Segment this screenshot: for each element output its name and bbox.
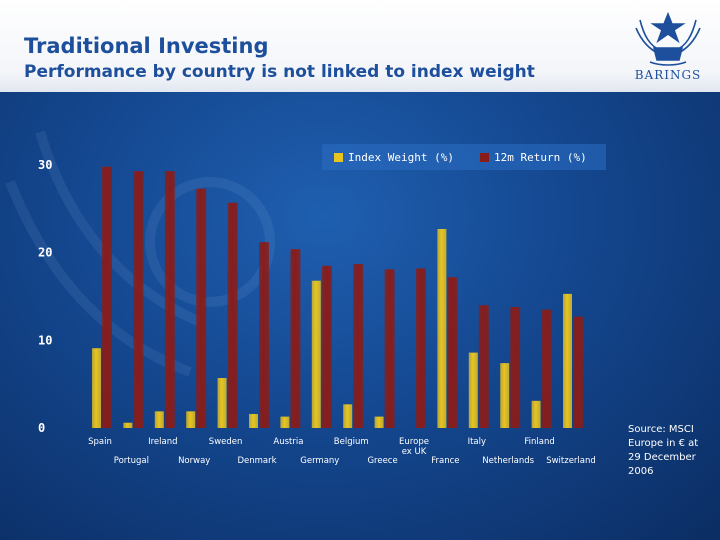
x-tick-label: Sweden <box>209 437 243 447</box>
bar-12m-return-sweden <box>227 202 238 428</box>
barings-crest-icon <box>635 11 701 66</box>
x-tick-label: Netherlands <box>482 456 534 466</box>
legend-swatch <box>480 153 489 162</box>
bar-12m-return-greece <box>384 269 395 428</box>
bar-12m-return-france <box>447 277 458 428</box>
bar-index-weight-spain <box>92 348 101 428</box>
x-tick-label: Germany <box>300 456 339 466</box>
bar-index-weight-switzerland <box>563 293 572 428</box>
x-tick-label: Ireland <box>148 437 177 447</box>
y-tick-label: 30 <box>38 158 52 172</box>
x-tick-label: Spain <box>88 437 112 447</box>
bar-12m-return-ireland <box>164 171 175 429</box>
bar-12m-return-italy <box>478 305 489 428</box>
y-tick-label: 20 <box>38 246 52 260</box>
bar-index-weight-sweden <box>217 378 227 428</box>
bar-12m-return-austria <box>290 249 301 428</box>
bar-index-weight-belgium <box>343 404 353 428</box>
header-band: Traditional Investing Performance by cou… <box>0 0 720 92</box>
bar-12m-return-finland <box>541 309 552 428</box>
x-tick-label: France <box>431 456 459 466</box>
x-tick-label: Greece <box>367 456 397 466</box>
x-tick-label: Europe ex UK <box>399 437 429 457</box>
bar-12m-return-germany <box>321 265 332 428</box>
legend-label: Index Weight (%) <box>348 151 454 164</box>
bar-index-weight-france <box>437 228 447 428</box>
barings-logo-text: BARINGS <box>634 68 702 82</box>
legend-box <box>322 144 606 170</box>
x-tick-label: Austria <box>273 437 303 447</box>
bar-index-weight-netherlands <box>500 363 510 428</box>
x-tick-label: Switzerland <box>546 456 596 466</box>
bar-index-weight-finland <box>531 400 541 428</box>
bar-index-weight-norway <box>186 411 196 428</box>
bar-index-weight-denmark <box>249 413 258 428</box>
bar-index-weight-greece <box>374 416 384 428</box>
bar-index-weight-italy <box>468 352 478 428</box>
bar-index-weight-ireland <box>154 411 164 428</box>
bar-index-weight-portugal <box>123 422 133 428</box>
source-note: Source: MSCI Europe in € at 29 December … <box>628 424 699 477</box>
y-tick-label: 10 <box>38 333 52 347</box>
bar-12m-return-norway <box>196 188 207 428</box>
bar-index-weight-germany <box>311 280 321 428</box>
x-tick-label: Denmark <box>237 456 276 466</box>
page-title: Traditional Investing <box>24 34 269 58</box>
bar-12m-return-switzerland <box>573 316 583 428</box>
x-tick-label: Finland <box>524 437 554 447</box>
legend-swatch <box>334 153 343 162</box>
x-tick-label: Italy <box>468 437 486 447</box>
page-subtitle: Performance by country is not linked to … <box>24 62 535 82</box>
bar-12m-return-netherlands <box>510 307 521 428</box>
y-tick-label: 0 <box>38 421 45 435</box>
x-tick-label: Belgium <box>334 437 369 447</box>
bar-12m-return-denmark <box>259 242 269 428</box>
legend-label: 12m Return (%) <box>494 151 587 164</box>
bar-12m-return-europe-ex-uk <box>416 268 426 428</box>
bar-12m-return-belgium <box>353 264 364 428</box>
x-tick-label: Norway <box>178 456 210 466</box>
x-tick-label: Portugal <box>114 456 149 466</box>
bar-12m-return-portugal <box>133 171 144 429</box>
bar-index-weight-austria <box>280 416 290 428</box>
bar-12m-return-spain <box>102 166 112 428</box>
